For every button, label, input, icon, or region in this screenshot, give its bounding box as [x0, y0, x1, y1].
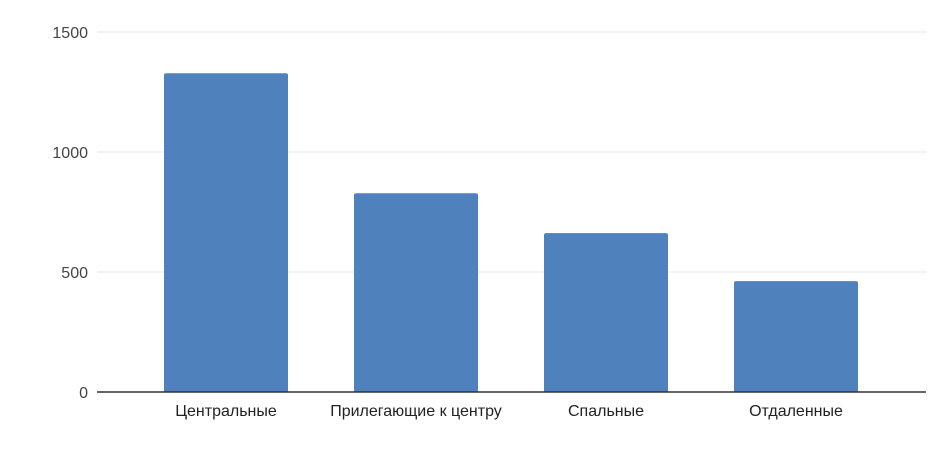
- x-category-label: Прилегающие к центру: [330, 403, 502, 420]
- y-tick-label: 1000: [52, 145, 88, 162]
- x-category-label: Центральные: [175, 403, 277, 420]
- bar-2: [354, 193, 478, 392]
- bars: [164, 73, 858, 392]
- y-tick-label: 500: [61, 265, 88, 282]
- bar-4: [734, 281, 858, 392]
- bar-1: [164, 73, 288, 392]
- y-tick-label: 0: [79, 385, 88, 402]
- bar-3: [544, 233, 668, 392]
- y-tick-label: 1500: [52, 25, 88, 42]
- x-category-label: Спальные: [568, 403, 644, 420]
- x-category-label: Отдаленные: [749, 403, 843, 420]
- y-axis-tick-labels: 0 500 1000 1500: [52, 25, 88, 402]
- x-axis-category-labels: Центральные Прилегающие к центру Спальные О…: [175, 403, 843, 420]
